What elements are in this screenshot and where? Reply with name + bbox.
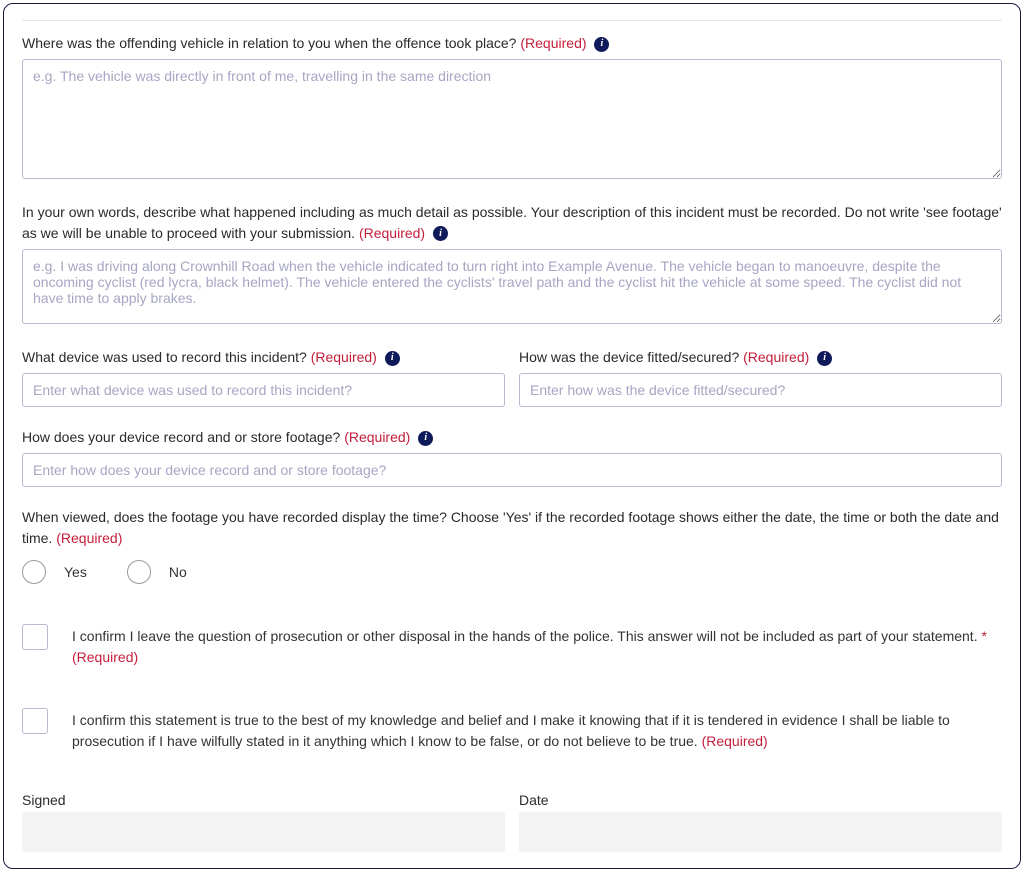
checkbox-true-row: I confirm this statement is true to the … [22,708,1002,752]
checkbox-prosecution-row: I confirm I leave the question of prosec… [22,624,1002,668]
sign-row: Signed Date [22,792,1002,852]
field-footage-time: When viewed, does the footage you have r… [22,507,1002,584]
signed-col: Signed [22,792,505,852]
label-text: Where was the offending vehicle in relat… [22,35,516,51]
date-label: Date [519,792,1002,808]
label-text: What device was used to record this inci… [22,349,307,365]
label-text: I confirm I leave the question of prosec… [72,628,978,644]
label-row: When viewed, does the footage you have r… [22,507,1002,548]
device-used-input[interactable] [22,373,505,407]
label-row: Where was the offending vehicle in relat… [22,33,1002,53]
form-container: Where was the offending vehicle in relat… [3,3,1021,869]
label-row: How was the device fitted/secured? (Requ… [519,347,1002,367]
info-icon[interactable]: i [433,226,448,241]
label-text: How was the device fitted/secured? [519,349,739,365]
divider [22,20,1002,21]
label-text: How does your device record and or store… [22,429,340,445]
info-icon[interactable]: i [817,351,832,366]
field-describe: In your own words, describe what happene… [22,202,1002,327]
signed-label: Signed [22,792,505,808]
signed-box [22,812,505,852]
label-row: What device was used to record this inci… [22,347,505,367]
field-device-fitted: How was the device fitted/secured? (Requ… [519,347,1002,407]
radio-item-no: No [127,560,187,584]
label-text: I confirm this statement is true to the … [72,712,950,749]
field-device-storage: How does your device record and or store… [22,427,1002,487]
checkbox-prosecution-label: I confirm I leave the question of prosec… [72,624,1002,668]
field-vehicle-relation: Where was the offending vehicle in relat… [22,33,1002,182]
required-marker: (Required) [520,35,586,51]
radio-item-yes: Yes [22,560,87,584]
radio-no-label: No [169,564,187,580]
required-marker: (Required) [56,530,122,546]
info-icon[interactable]: i [418,431,433,446]
required-marker: (Required) [743,349,809,365]
label-text: When viewed, does the footage you have r… [22,509,999,545]
label-row: In your own words, describe what happene… [22,202,1002,243]
required-marker: (Required) [359,225,425,241]
required-marker: (Required) [702,733,768,749]
label-row: How does your device record and or store… [22,427,1002,447]
describe-textarea[interactable] [22,249,1002,324]
label-text: In your own words, describe what happene… [22,204,1002,240]
asterisk: * [981,628,986,644]
checkbox-true[interactable] [22,708,48,734]
required-marker: (Required) [311,349,377,365]
info-icon[interactable]: i [594,37,609,52]
checkbox-prosecution[interactable] [22,624,48,650]
radio-row: Yes No [22,560,1002,584]
date-col: Date [519,792,1002,852]
vehicle-relation-textarea[interactable] [22,59,1002,179]
required-marker: (Required) [344,429,410,445]
radio-yes[interactable] [22,560,46,584]
field-device-used: What device was used to record this inci… [22,347,505,407]
info-icon[interactable]: i [385,351,400,366]
date-box [519,812,1002,852]
radio-no[interactable] [127,560,151,584]
required-marker: (Required) [72,649,138,665]
device-fitted-input[interactable] [519,373,1002,407]
checkbox-true-label: I confirm this statement is true to the … [72,708,1002,752]
device-storage-input[interactable] [22,453,1002,487]
row-device: What device was used to record this inci… [22,347,1002,427]
radio-yes-label: Yes [64,564,87,580]
